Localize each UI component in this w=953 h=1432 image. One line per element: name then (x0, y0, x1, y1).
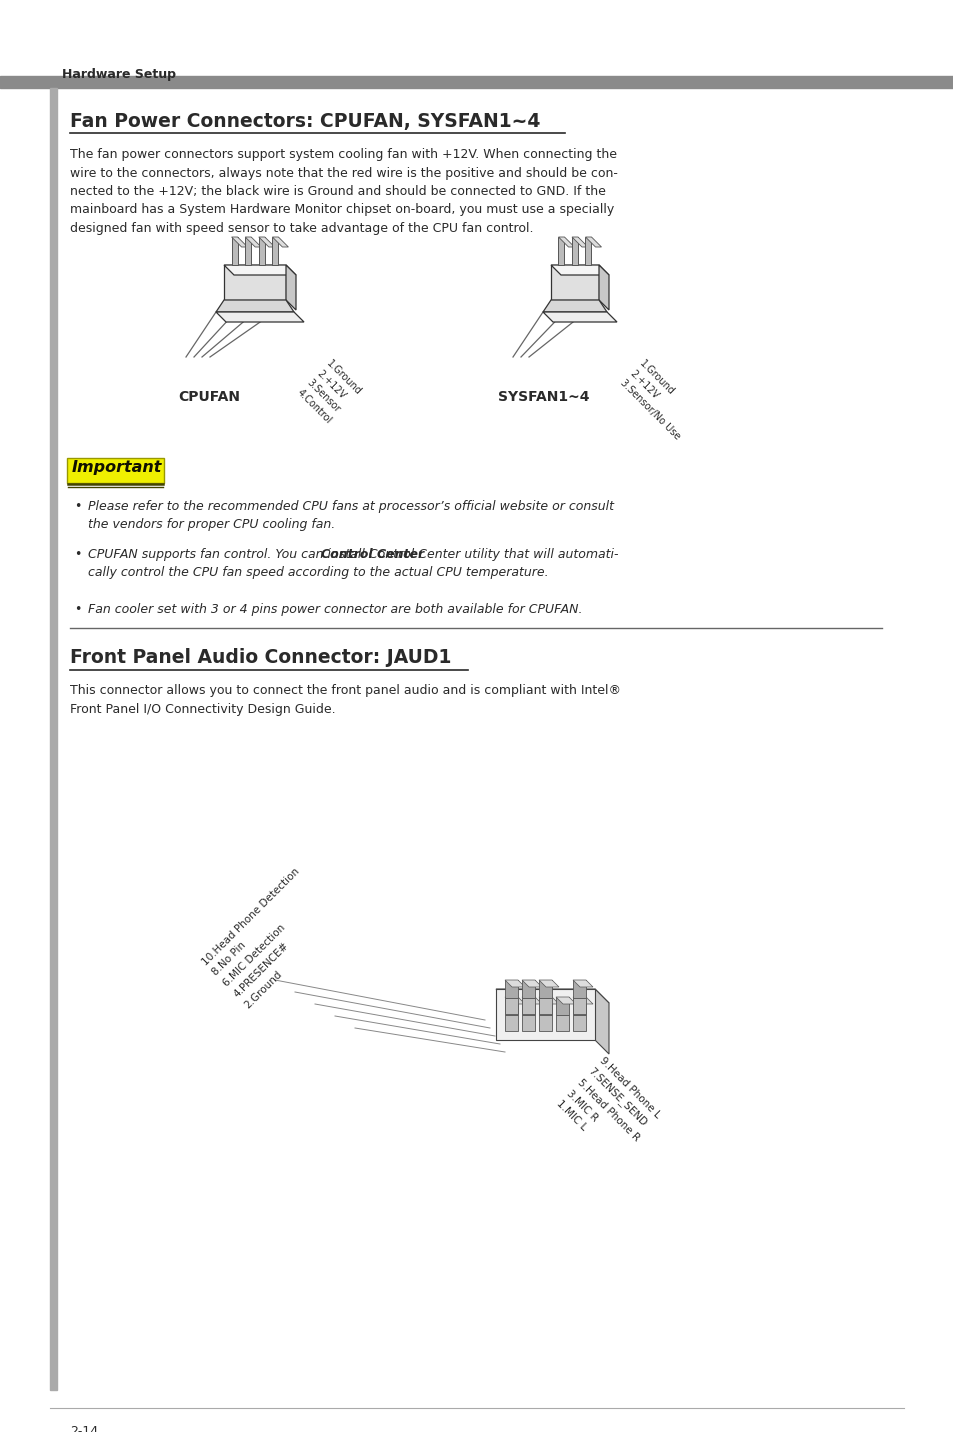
Bar (558, 238, 564, 265)
Bar (573, 1015, 585, 1031)
Text: The fan power connectors support system cooling fan with +12V. When connecting t: The fan power connectors support system … (70, 147, 618, 235)
Bar (50, 87, 57, 1390)
Text: Please refer to the recommended CPU fans at processor’s official website or cons: Please refer to the recommended CPU fans… (88, 500, 614, 531)
Polygon shape (573, 979, 593, 987)
Text: •: • (74, 603, 81, 616)
Text: 10.Head Phone Detection
8.No Pin
6.MIC Detection
4.PRESENCE#
2.Ground: 10.Head Phone Detection 8.No Pin 6.MIC D… (200, 866, 344, 1010)
Polygon shape (551, 265, 598, 299)
Bar (504, 997, 517, 1015)
Text: SYSFAN1~4: SYSFAN1~4 (497, 390, 589, 404)
Text: 9.Head Phone L
7.SENSE_SEND
5.Head Phone R
3.MIC R
1.MIC L: 9.Head Phone L 7.SENSE_SEND 5.Head Phone… (554, 1055, 663, 1164)
Bar (556, 1015, 568, 1031)
Polygon shape (598, 265, 608, 309)
Bar (232, 238, 237, 265)
Polygon shape (224, 265, 286, 299)
Polygon shape (258, 238, 274, 246)
Bar (521, 998, 535, 1014)
Bar (556, 997, 568, 1015)
Bar (538, 997, 552, 1015)
Polygon shape (273, 238, 288, 246)
Bar (496, 990, 595, 1040)
Text: CPUFAN supports fan control. You can install Control Center utility that will au: CPUFAN supports fan control. You can ins… (88, 548, 618, 579)
Polygon shape (521, 997, 541, 1004)
Polygon shape (245, 238, 261, 246)
Polygon shape (496, 990, 608, 1002)
Bar (521, 1015, 535, 1031)
Bar (573, 997, 585, 1015)
Polygon shape (504, 997, 524, 1004)
Bar (538, 998, 552, 1014)
Polygon shape (538, 979, 558, 987)
Polygon shape (595, 990, 608, 1054)
Bar (273, 238, 278, 265)
Polygon shape (573, 997, 593, 1004)
Polygon shape (215, 299, 294, 312)
Bar (521, 997, 535, 1015)
Text: •: • (74, 500, 81, 513)
Polygon shape (542, 312, 617, 322)
Bar (573, 998, 585, 1014)
Polygon shape (556, 997, 576, 1004)
Text: •: • (74, 548, 81, 561)
Text: Fan Power Connectors: CPUFAN, SYSFAN1~4: Fan Power Connectors: CPUFAN, SYSFAN1~4 (70, 112, 539, 130)
Text: Important: Important (71, 460, 162, 475)
FancyBboxPatch shape (67, 458, 164, 483)
Polygon shape (572, 238, 587, 246)
Bar (504, 1015, 517, 1031)
Bar (585, 238, 591, 265)
Polygon shape (585, 238, 601, 246)
Text: Control Center: Control Center (321, 548, 424, 561)
Text: This connector allows you to connect the front panel audio and is compliant with: This connector allows you to connect the… (70, 684, 620, 716)
Polygon shape (538, 997, 558, 1004)
Bar (521, 979, 535, 998)
Polygon shape (521, 979, 541, 987)
Bar (572, 238, 578, 265)
Bar (504, 979, 517, 998)
Polygon shape (558, 238, 574, 246)
Text: Fan cooler set with 3 or 4 pins power connector are both available for CPUFAN.: Fan cooler set with 3 or 4 pins power co… (88, 603, 582, 616)
Text: 1.Ground
2.+12V
3.Sensor/No Use: 1.Ground 2.+12V 3.Sensor/No Use (618, 358, 701, 441)
Bar (0, 76, 953, 87)
Text: Front Panel Audio Connector: JAUD1: Front Panel Audio Connector: JAUD1 (70, 649, 451, 667)
Polygon shape (232, 238, 248, 246)
Polygon shape (542, 299, 606, 312)
Bar (573, 979, 585, 998)
Text: Hardware Setup: Hardware Setup (62, 67, 175, 82)
Polygon shape (551, 265, 608, 275)
Bar (504, 998, 517, 1014)
Bar (538, 979, 552, 998)
Bar (245, 238, 251, 265)
Polygon shape (504, 979, 524, 987)
Text: 1.Ground
2.+12V
3.Sensor
4.Control: 1.Ground 2.+12V 3.Sensor 4.Control (294, 358, 363, 427)
Text: 2-14: 2-14 (70, 1425, 98, 1432)
Bar (57, 87, 906, 1390)
Polygon shape (286, 265, 295, 309)
Polygon shape (215, 312, 304, 322)
Bar (538, 1015, 552, 1031)
Polygon shape (224, 265, 295, 275)
Bar (258, 238, 265, 265)
Text: CPUFAN: CPUFAN (178, 390, 240, 404)
